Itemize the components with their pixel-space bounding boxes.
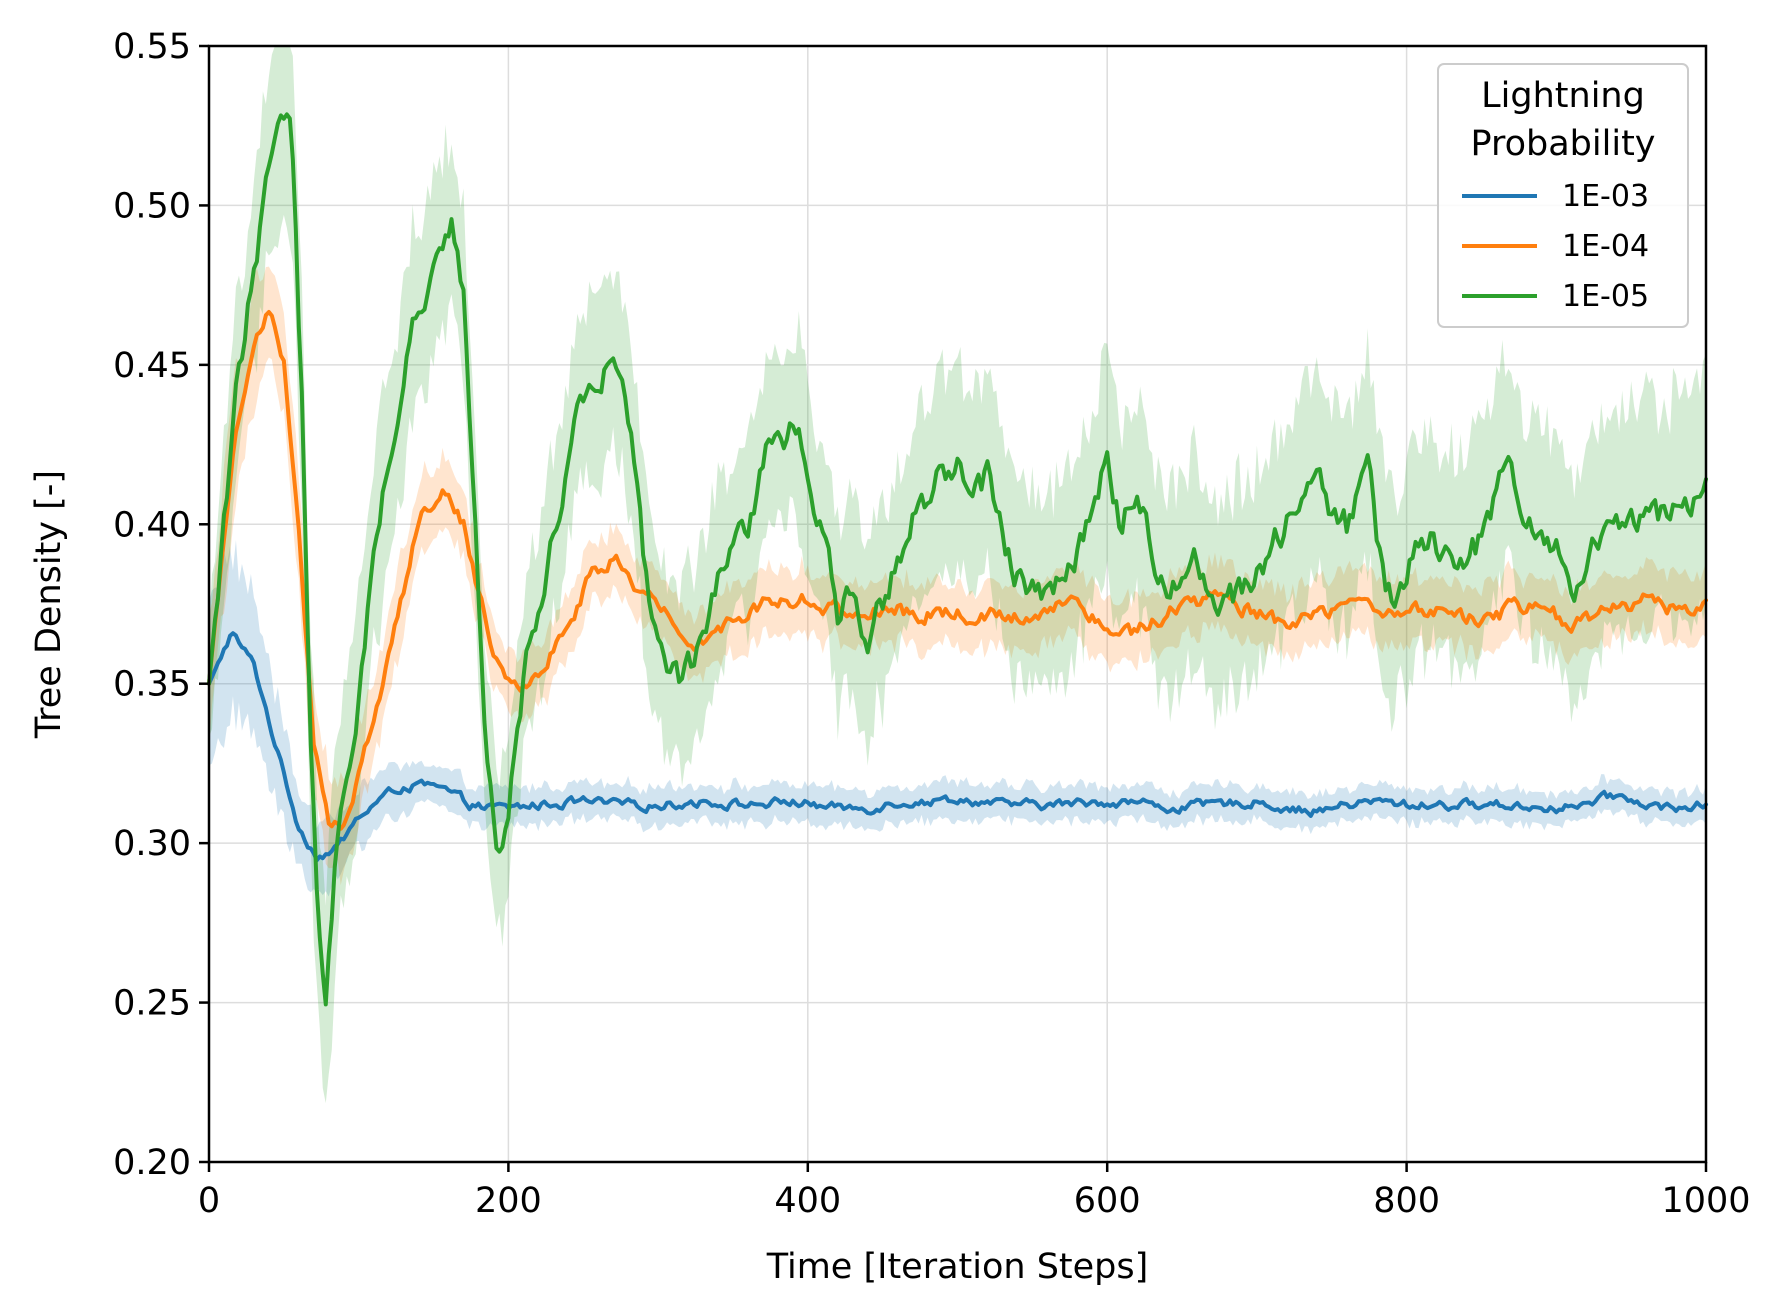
x-tick-label: 1000 bbox=[1661, 1181, 1750, 1221]
series-line-1E-04 bbox=[207, 310, 1708, 831]
series-lines bbox=[207, 112, 1708, 1007]
y-tick-label: 0.45 bbox=[113, 346, 191, 386]
legend-label-1E-03: 1E-03 bbox=[1562, 179, 1649, 214]
series-line-1E-03 bbox=[207, 631, 1708, 863]
series-line-1E-05 bbox=[207, 112, 1708, 1007]
x-tick-label: 200 bbox=[475, 1181, 542, 1221]
y-tick-label: 0.35 bbox=[113, 665, 191, 705]
y-tick-label: 0.55 bbox=[113, 27, 191, 67]
y-tick-label: 0.50 bbox=[113, 186, 191, 226]
band-1E-04 bbox=[209, 266, 1706, 886]
y-tick-label: 0.20 bbox=[113, 1143, 191, 1183]
legend-entries: 1E-03 1E-04 1E-05 bbox=[1462, 179, 1649, 314]
y-tick-label: 0.25 bbox=[113, 984, 191, 1024]
y-axis-label: Tree Density [-] bbox=[29, 470, 69, 739]
x-tick-label: 400 bbox=[774, 1181, 841, 1221]
legend-label-1E-04: 1E-04 bbox=[1562, 229, 1649, 264]
y-tick-label: 0.40 bbox=[113, 505, 191, 545]
x-axis-label: Time [Iteration Steps] bbox=[766, 1247, 1149, 1287]
legend-label-1E-05: 1E-05 bbox=[1562, 279, 1649, 314]
x-tick-label: 0 bbox=[198, 1181, 220, 1221]
legend: Lightning Probability 1E-03 1E-04 1E-05 bbox=[1437, 63, 1689, 328]
axis-ticks: 0 200 400 600 800 1000 0.20 0.25 0.30 0.35 0.40 0.4… bbox=[113, 27, 1750, 1221]
x-tick-label: 800 bbox=[1373, 1181, 1440, 1221]
legend-title-line-1: Lightning bbox=[1481, 76, 1645, 116]
legend-box bbox=[1437, 63, 1689, 328]
y-tick-label: 0.30 bbox=[113, 824, 191, 864]
plot-frame bbox=[207, 44, 1708, 1164]
legend-title-line-2: Probability bbox=[1470, 124, 1655, 164]
x-tick-label: 600 bbox=[1074, 1181, 1141, 1221]
